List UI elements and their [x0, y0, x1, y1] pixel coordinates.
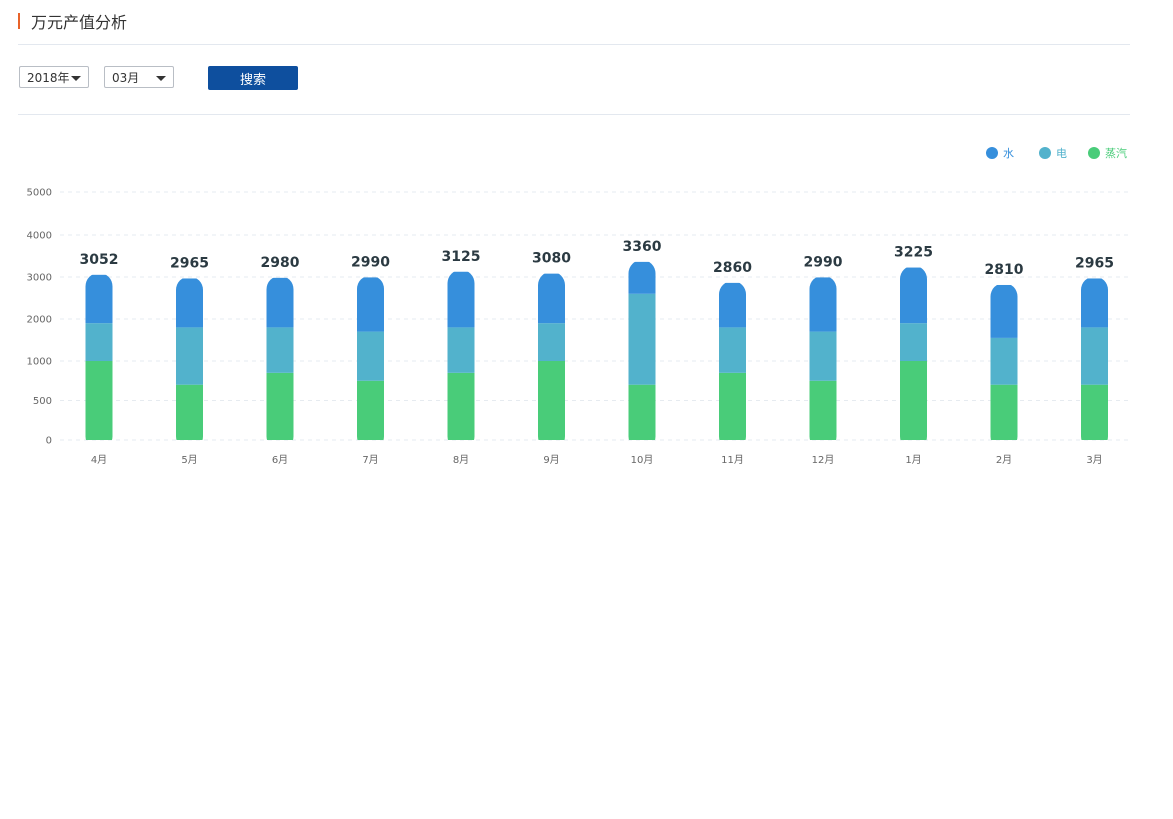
bar-total-label: 2810 — [985, 262, 1024, 278]
bar-segment-蒸汽 — [538, 361, 565, 440]
bar-total-label: 2990 — [804, 254, 843, 270]
bar-segment-水 — [176, 278, 203, 328]
x-tick-label: 1月 — [905, 454, 921, 466]
bar-segment-水 — [990, 284, 1018, 338]
caret-down-icon — [71, 76, 81, 81]
bar-total-label: 2980 — [261, 255, 300, 271]
bar-segment-水 — [266, 277, 294, 328]
y-tick-label: 500 — [33, 396, 52, 407]
bar-segment-水 — [1081, 278, 1108, 328]
legend-marker — [1088, 147, 1100, 159]
bar-segment-蒸汽 — [266, 372, 294, 440]
page-title-bar: 万元产值分析 — [18, 10, 127, 32]
bar-segment-电 — [628, 293, 656, 385]
x-tick-label: 5月 — [181, 454, 197, 466]
title-accent-bar — [18, 13, 20, 29]
bar-segment-蒸汽 — [809, 380, 837, 440]
bar-total-label: 2860 — [713, 260, 752, 276]
bar-segment-电 — [538, 323, 565, 361]
bar-group — [447, 271, 475, 440]
page-title: 万元产值分析 — [31, 13, 128, 32]
bar-segment-水 — [447, 271, 475, 328]
bar-total-label: 2990 — [351, 254, 390, 270]
bar-total-label: 3225 — [894, 245, 933, 261]
bar-group — [357, 277, 384, 440]
bar-segment-水 — [809, 277, 837, 332]
bar-total-label: 3360 — [623, 239, 662, 255]
x-tick-label: 7月 — [362, 454, 378, 466]
bar-group — [538, 273, 565, 440]
bar-segment-水 — [719, 282, 746, 328]
legend-marker — [1039, 147, 1051, 159]
bar-segment-电 — [176, 327, 203, 385]
year-select-value: 2018年 — [27, 70, 70, 85]
month-select[interactable]: 03月 — [104, 66, 174, 88]
divider-top — [18, 44, 1130, 45]
bar-segment-电 — [1081, 327, 1108, 385]
bar-group — [628, 261, 656, 440]
bar-segment-蒸汽 — [447, 372, 475, 440]
bar-segment-电 — [809, 331, 837, 381]
bar-segment-水 — [85, 274, 113, 324]
bar-segment-蒸汽 — [85, 361, 113, 440]
bar-segment-电 — [900, 323, 927, 361]
bar-segment-电 — [990, 337, 1018, 385]
bar-group — [900, 267, 927, 440]
legend-label: 水 — [1003, 147, 1014, 160]
x-tick-label: 12月 — [812, 454, 835, 466]
bar-total-label: 2965 — [1075, 255, 1114, 271]
bar-segment-蒸汽 — [357, 380, 384, 440]
bar-total-label: 2965 — [170, 255, 209, 271]
bar-segment-水 — [357, 277, 384, 332]
x-tick-label: 2月 — [996, 454, 1012, 466]
search-button[interactable]: 搜索 — [208, 66, 298, 90]
bar-segment-蒸汽 — [719, 372, 746, 440]
bar-segment-水 — [900, 267, 927, 324]
x-tick-label: 8月 — [453, 454, 469, 466]
y-tick-label: 0 — [46, 436, 52, 447]
bar-segment-电 — [266, 327, 294, 373]
y-tick-label: 4000 — [27, 231, 52, 242]
y-tick-label: 2000 — [27, 315, 52, 326]
bar-group — [176, 278, 203, 440]
bar-segment-蒸汽 — [176, 384, 203, 440]
x-tick-label: 11月 — [721, 454, 744, 466]
legend-marker — [986, 147, 998, 159]
bar-segment-电 — [719, 327, 746, 373]
x-tick-label: 3月 — [1086, 454, 1102, 466]
bar-segment-水 — [538, 273, 565, 324]
x-tick-label: 4月 — [91, 454, 107, 466]
year-select[interactable]: 2018年 — [19, 66, 89, 88]
bar-segment-蒸汽 — [990, 384, 1018, 440]
x-tick-label: 9月 — [543, 454, 559, 466]
bar-total-label: 3052 — [80, 252, 119, 268]
y-tick-label: 5000 — [27, 188, 52, 199]
legend-label: 蒸汽 — [1105, 146, 1127, 160]
bar-segment-水 — [628, 261, 656, 294]
bar-group — [266, 277, 294, 440]
bar-group — [1081, 278, 1108, 440]
x-tick-label: 6月 — [272, 454, 288, 466]
stacked-bar-chart: 0 500 1000 2000 3000 4000 5000 水 电 蒸汽 3052 4月 2965 5月… — [27, 146, 1128, 466]
caret-down-icon — [156, 76, 166, 81]
bar-segment-蒸汽 — [900, 361, 927, 440]
x-tick-label: 10月 — [631, 454, 654, 466]
month-select-value: 03月 — [112, 70, 140, 85]
bar-segment-电 — [357, 331, 384, 381]
bar-segment-电 — [447, 327, 475, 373]
bar-group — [990, 284, 1018, 440]
bar-total-label: 3080 — [532, 251, 571, 267]
bar-group — [719, 282, 746, 440]
divider-filters — [18, 114, 1130, 115]
y-tick-label: 1000 — [27, 357, 52, 368]
bar-segment-蒸汽 — [1081, 384, 1108, 440]
bar-group — [85, 274, 113, 440]
bar-segment-蒸汽 — [628, 384, 656, 440]
bar-segment-电 — [85, 323, 113, 361]
bar-total-label: 3125 — [442, 249, 481, 265]
legend-label: 电 — [1056, 147, 1067, 160]
y-tick-label: 3000 — [27, 273, 52, 284]
bar-group — [809, 277, 837, 440]
